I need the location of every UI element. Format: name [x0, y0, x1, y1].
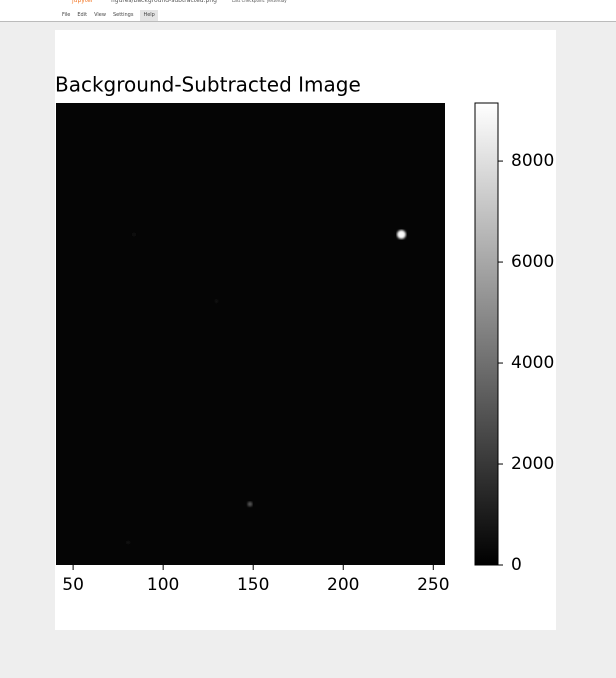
checkpoint: Last Checkpoint: yesterday	[232, 0, 287, 3]
logo: jupyter	[72, 0, 94, 4]
colorbar-tick-label: 8000	[511, 151, 554, 171]
title-bar: jupyter figures/background-subtracted.pn…	[0, 0, 616, 10]
source	[126, 540, 131, 545]
x-tick-label: 250	[417, 575, 449, 595]
menu-item[interactable]: File	[62, 12, 71, 18]
colorbar-tick-label: 0	[511, 555, 522, 575]
image-area	[56, 103, 445, 565]
menu-item[interactable]: Settings	[112, 12, 134, 18]
menu-item[interactable]: Edit	[77, 12, 88, 18]
source	[132, 232, 136, 237]
x-tick-label: 50	[62, 575, 84, 595]
x-tick-label: 100	[147, 575, 179, 595]
colorbar-tick-label: 2000	[511, 454, 554, 474]
chart-title: Background-Subtracted Image	[55, 73, 361, 97]
filename: figures/background-subtracted.png	[111, 0, 217, 4]
menu-item[interactable]: Help	[140, 10, 158, 21]
menu-item[interactable]: View	[94, 12, 106, 18]
menu-bar: File Edit View Settings Help	[0, 10, 616, 22]
source	[247, 501, 253, 507]
source	[214, 299, 219, 303]
source	[396, 230, 406, 239]
x-tick-label: 150	[237, 575, 269, 595]
colorbar-tick-label: 6000	[511, 252, 554, 272]
x-tick-label: 200	[327, 575, 359, 595]
colorbar-tick-label: 4000	[511, 353, 554, 373]
colorbar	[474, 102, 499, 566]
